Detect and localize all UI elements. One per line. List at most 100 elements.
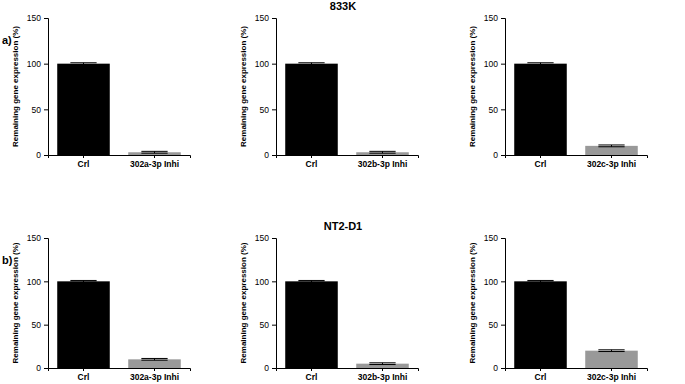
tick-mark	[272, 325, 276, 326]
axis-line	[277, 369, 419, 372]
tick-label: 50	[489, 105, 499, 115]
error-bar	[298, 280, 324, 282]
bars	[57, 63, 181, 155]
error-cap	[298, 280, 324, 281]
tick: 50	[32, 105, 48, 115]
bar	[128, 152, 181, 155]
y-axis: 0 50 100 150	[27, 13, 49, 160]
error-bar	[527, 280, 553, 282]
tick-mark	[382, 368, 383, 371]
tick-mark	[44, 325, 48, 326]
tick: 150	[484, 13, 505, 23]
error-cap	[70, 64, 96, 65]
tick-label: 150	[484, 13, 498, 23]
tick-label: 100	[484, 277, 498, 287]
tick-mark	[501, 155, 505, 156]
tick: 0	[36, 150, 48, 160]
tick-label: 100	[27, 277, 41, 287]
axis-line	[44, 239, 49, 369]
tick: 50	[489, 105, 505, 115]
tick: 150	[27, 13, 48, 23]
bar	[585, 146, 638, 155]
tick: 50	[260, 105, 276, 115]
tick: 150	[255, 233, 276, 243]
tick-label: 50	[32, 105, 42, 115]
tick-label: 0	[493, 150, 498, 160]
tick-mark	[540, 368, 541, 371]
error-cap	[598, 144, 624, 145]
tick: 150	[484, 233, 505, 243]
tick: 0	[493, 150, 505, 160]
tick-label: 50	[260, 105, 270, 115]
tick-label: 100	[484, 59, 498, 69]
tick: 0	[493, 363, 505, 373]
title: 833K	[330, 0, 356, 12]
axis-line	[277, 156, 419, 159]
tick-label: 302c-3p Inhi	[587, 159, 636, 169]
error-cap	[141, 153, 167, 154]
bars	[285, 63, 409, 155]
tick-mark	[501, 109, 505, 110]
error-cap	[141, 360, 167, 361]
error-cap	[527, 62, 553, 63]
tick-label: 50	[489, 320, 499, 330]
axis-line	[501, 239, 506, 369]
bar	[285, 281, 338, 368]
tick-mark	[83, 155, 84, 158]
tick: 150	[27, 233, 48, 243]
error-bar	[70, 63, 96, 65]
tick-mark	[501, 325, 505, 326]
tick: 100	[484, 277, 505, 287]
tick-mark	[272, 281, 276, 282]
panel: 050100150Crl302a-3p InhiRemaining gene e…	[2, 233, 191, 382]
panel: 0 50 100 150 Crl302a-3p Inhi Remaining gene e…	[2, 13, 191, 169]
tick-mark	[44, 238, 48, 239]
bar	[514, 281, 567, 368]
tick-mark	[311, 368, 312, 371]
error-bar	[598, 145, 624, 147]
tick: 50	[32, 320, 48, 330]
tick-label: 150	[27, 233, 41, 243]
x-axis: Crl302b-3p Inhi	[277, 368, 419, 382]
tick-mark	[44, 18, 48, 19]
bars	[285, 280, 409, 368]
error-cap	[369, 364, 395, 365]
panel-label: a)	[2, 34, 12, 46]
error-cap	[369, 153, 395, 154]
y-axis: 050100150	[255, 233, 277, 373]
tick: 0	[264, 363, 276, 373]
tick: 50	[260, 320, 276, 330]
tick-mark	[44, 155, 48, 156]
tick-label: 302a-3p Inhi	[130, 372, 179, 382]
tick-label: Crl	[535, 159, 547, 169]
tick-mark	[44, 368, 48, 369]
tick: Crl	[306, 155, 318, 169]
x-axis: Crl302a-3p Inhi	[49, 155, 191, 169]
tick-mark	[83, 368, 84, 371]
tick-mark	[311, 155, 312, 158]
bars	[514, 63, 638, 155]
error-bar	[141, 358, 167, 360]
tick: Crl	[535, 155, 547, 169]
error-cap	[598, 349, 624, 350]
tick: 100	[484, 59, 505, 69]
tick: 0	[36, 363, 48, 373]
tick-label: 100	[27, 59, 41, 69]
tick: 150	[255, 13, 276, 23]
bar	[356, 152, 409, 155]
bars	[514, 280, 638, 368]
tick-mark	[272, 64, 276, 65]
tick: 100	[27, 59, 48, 69]
error-bar	[141, 151, 167, 153]
error-bar	[298, 63, 324, 65]
error-cap	[369, 362, 395, 363]
axis-line	[44, 19, 49, 156]
tick: 100	[27, 277, 48, 287]
tick: 100	[255, 59, 276, 69]
tick-label: Crl	[78, 159, 90, 169]
y-axis-title: Remaining gene expression (%)	[11, 26, 20, 147]
tick-mark	[272, 109, 276, 110]
bar	[57, 64, 110, 155]
tick-label: Crl	[535, 372, 547, 382]
axis-line	[272, 239, 277, 369]
